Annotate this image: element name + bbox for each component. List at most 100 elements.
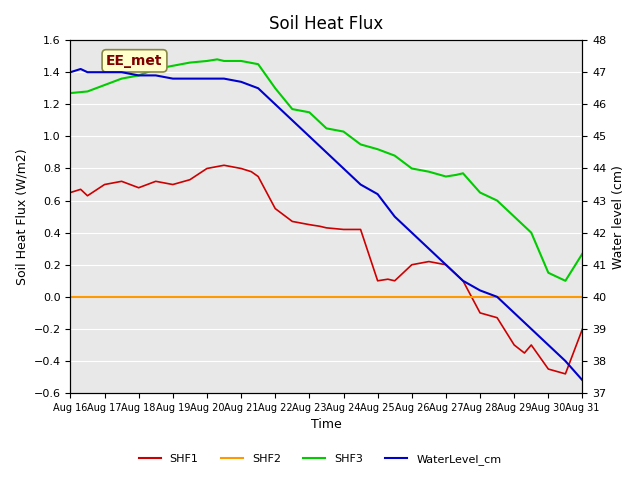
SHF3 [203,58,211,64]
SHF1 [384,276,392,282]
SHF3 [305,109,313,115]
SHF3 [237,58,245,64]
Line: WaterLevel_cm: WaterLevel_cm [70,69,582,380]
SHF1 [135,185,143,191]
SHF3 [289,106,296,112]
SHF1 [520,350,528,356]
WaterLevel_cm [111,69,118,75]
WaterLevel_cm [561,358,569,364]
Line: SHF1: SHF1 [70,165,582,374]
Line: SHF3: SHF3 [70,60,582,281]
SHF3 [186,60,194,65]
SHF3 [356,142,364,147]
SHF3 [220,58,228,64]
SHF1 [152,179,159,184]
SHF3 [254,61,262,67]
SHF3 [374,146,381,152]
SHF1 [84,193,92,199]
SHF3 [84,89,92,95]
SHF3 [152,66,159,72]
WaterLevel_cm [476,288,484,293]
SHF1 [408,262,415,268]
SHF1 [579,326,586,332]
WaterLevel_cm [237,79,245,84]
SHF1 [340,227,348,232]
SHF1 [248,169,255,175]
WaterLevel_cm [305,133,313,139]
SHF3 [476,190,484,195]
Y-axis label: Soil Heat Flux (W/m2): Soil Heat Flux (W/m2) [15,148,28,285]
WaterLevel_cm [493,294,501,300]
SHF3 [510,214,518,219]
WaterLevel_cm [186,76,194,82]
SHF3 [213,57,221,62]
SHF3 [100,82,108,88]
SHF1 [289,218,296,224]
Title: Soil Heat Flux: Soil Heat Flux [269,15,383,33]
SHF3 [452,172,460,178]
SHF1 [254,174,262,180]
SHF3 [425,169,433,175]
SHF3 [408,166,415,171]
SHF3 [271,85,279,91]
SHF1 [493,315,501,321]
WaterLevel_cm [289,118,296,123]
SHF1 [77,186,84,192]
SHF1 [356,227,364,232]
SHF1 [203,166,211,171]
SHF1 [459,278,467,284]
Text: EE_met: EE_met [106,54,163,68]
WaterLevel_cm [527,326,535,332]
SHF3 [135,72,143,78]
SHF3 [391,153,399,158]
WaterLevel_cm [425,246,433,252]
WaterLevel_cm [84,69,92,75]
SHF3 [442,174,450,180]
WaterLevel_cm [77,66,84,72]
SHF1 [425,259,433,264]
WaterLevel_cm [169,76,177,82]
X-axis label: Time: Time [311,419,342,432]
SHF3 [169,63,177,69]
SHF1 [67,190,74,195]
SHF3 [527,230,535,236]
WaterLevel_cm [118,69,125,75]
Legend: SHF1, SHF2, SHF3, WaterLevel_cm: SHF1, SHF2, SHF3, WaterLevel_cm [134,450,506,469]
WaterLevel_cm [356,181,364,187]
SHF1 [527,342,535,348]
WaterLevel_cm [579,377,586,383]
SHF1 [186,177,194,182]
SHF1 [323,225,330,231]
SHF1 [391,278,399,284]
SHF3 [493,198,501,204]
SHF1 [561,371,569,377]
SHF3 [323,125,330,131]
SHF3 [67,90,74,96]
SHF1 [545,366,552,372]
SHF1 [305,222,313,228]
WaterLevel_cm [254,85,262,91]
WaterLevel_cm [391,214,399,219]
WaterLevel_cm [323,150,330,156]
WaterLevel_cm [135,72,143,78]
Y-axis label: Water level (cm): Water level (cm) [612,165,625,268]
SHF1 [220,162,228,168]
SHF3 [545,270,552,276]
WaterLevel_cm [459,278,467,284]
SHF1 [442,262,450,268]
WaterLevel_cm [510,310,518,316]
SHF1 [100,181,108,187]
SHF1 [476,310,484,316]
WaterLevel_cm [67,69,74,75]
SHF3 [340,129,348,134]
SHF3 [579,251,586,256]
SHF1 [169,181,177,187]
SHF3 [459,170,467,176]
SHF1 [118,179,125,184]
SHF1 [374,278,381,284]
SHF1 [271,206,279,212]
WaterLevel_cm [203,76,211,82]
SHF3 [118,76,125,82]
WaterLevel_cm [340,166,348,171]
WaterLevel_cm [152,72,159,78]
